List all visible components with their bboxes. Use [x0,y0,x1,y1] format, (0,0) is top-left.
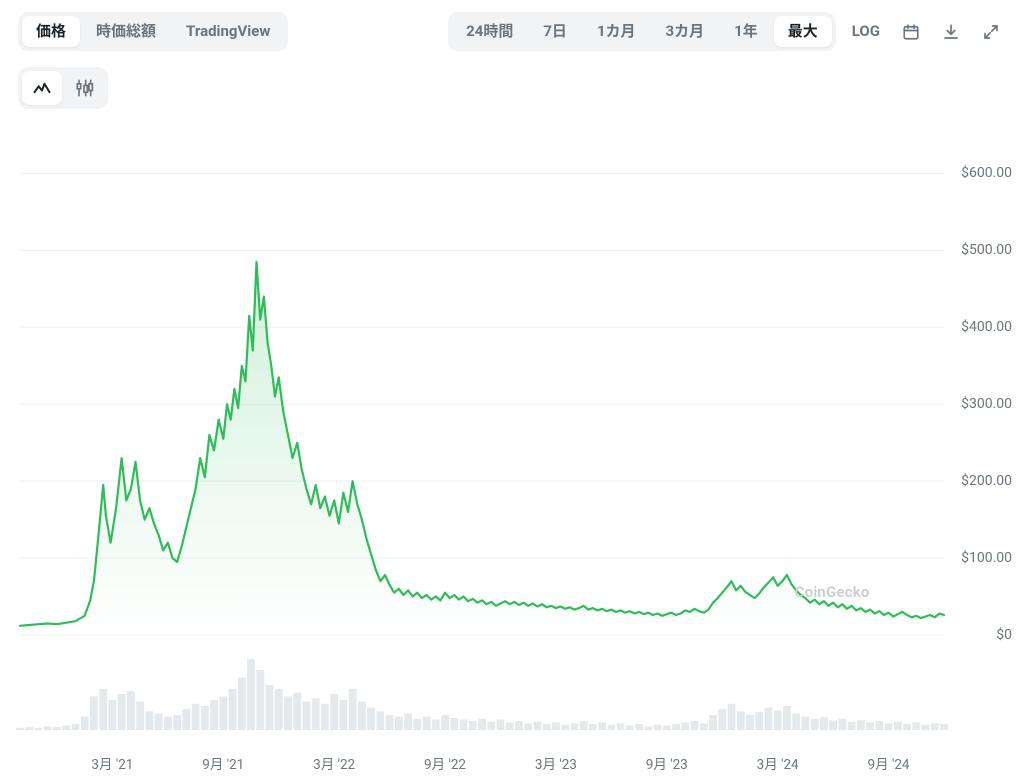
x-tick-label: 9月 '23 [646,753,688,773]
chart-toolbar: 価格時価総額TradingView 24時間7日1カ月3カ月1年最大 LOG [0,0,1024,63]
y-tick-label: $200.00 [961,473,1012,489]
chart-area[interactable]: $0 $100.00 $200.00 $300.00 $400.00 $500.00 $60… [0,117,1024,777]
y-tick-label: $300.00 [961,396,1012,412]
y-tick-label: $500.00 [961,242,1012,258]
right-controls: 24時間7日1カ月3カ月1年最大 LOG [448,12,1006,51]
x-tick-label: 3月 '22 [313,753,355,773]
calendar-icon[interactable] [896,17,926,47]
x-tick-label: 3月 '21 [91,753,133,773]
y-tick-label: $400.00 [961,319,1012,335]
chart-type-row [0,63,1024,117]
y-tick-label: $0 [996,627,1012,643]
x-tick-label: 9月 '22 [424,753,466,773]
range-tab-3m[interactable]: 3カ月 [652,16,719,47]
chart-type-group [18,67,108,109]
log-toggle[interactable]: LOG [846,16,886,47]
x-tick-label: 3月 '24 [757,753,799,773]
view-tab-price[interactable]: 価格 [22,16,80,47]
x-tick-label: 3月 '23 [535,753,577,773]
y-tick-label: $600.00 [961,165,1012,181]
view-tab-tv[interactable]: TradingView [172,16,284,47]
range-tabs: 24時間7日1カ月3カ月1年最大 [448,12,836,51]
y-tick-label: $100.00 [961,550,1012,566]
range-tab-7d[interactable]: 7日 [529,16,581,47]
range-tab-24h[interactable]: 24時間 [452,16,527,47]
range-tab-1y[interactable]: 1年 [720,16,772,47]
x-tick-label: 9月 '24 [868,753,910,773]
download-icon[interactable] [936,17,966,47]
expand-icon[interactable] [976,17,1006,47]
candle-chart-button[interactable] [64,71,104,105]
view-tab-marketcap[interactable]: 時価総額 [82,16,170,47]
range-tab-1m[interactable]: 1カ月 [583,16,650,47]
line-chart-button[interactable] [22,71,62,105]
view-tabs: 価格時価総額TradingView [18,12,288,51]
watermark: CoinGecko [795,583,870,601]
range-tab-max[interactable]: 最大 [774,16,832,47]
price-chart-svg [0,117,1024,777]
x-tick-label: 9月 '21 [202,753,244,773]
